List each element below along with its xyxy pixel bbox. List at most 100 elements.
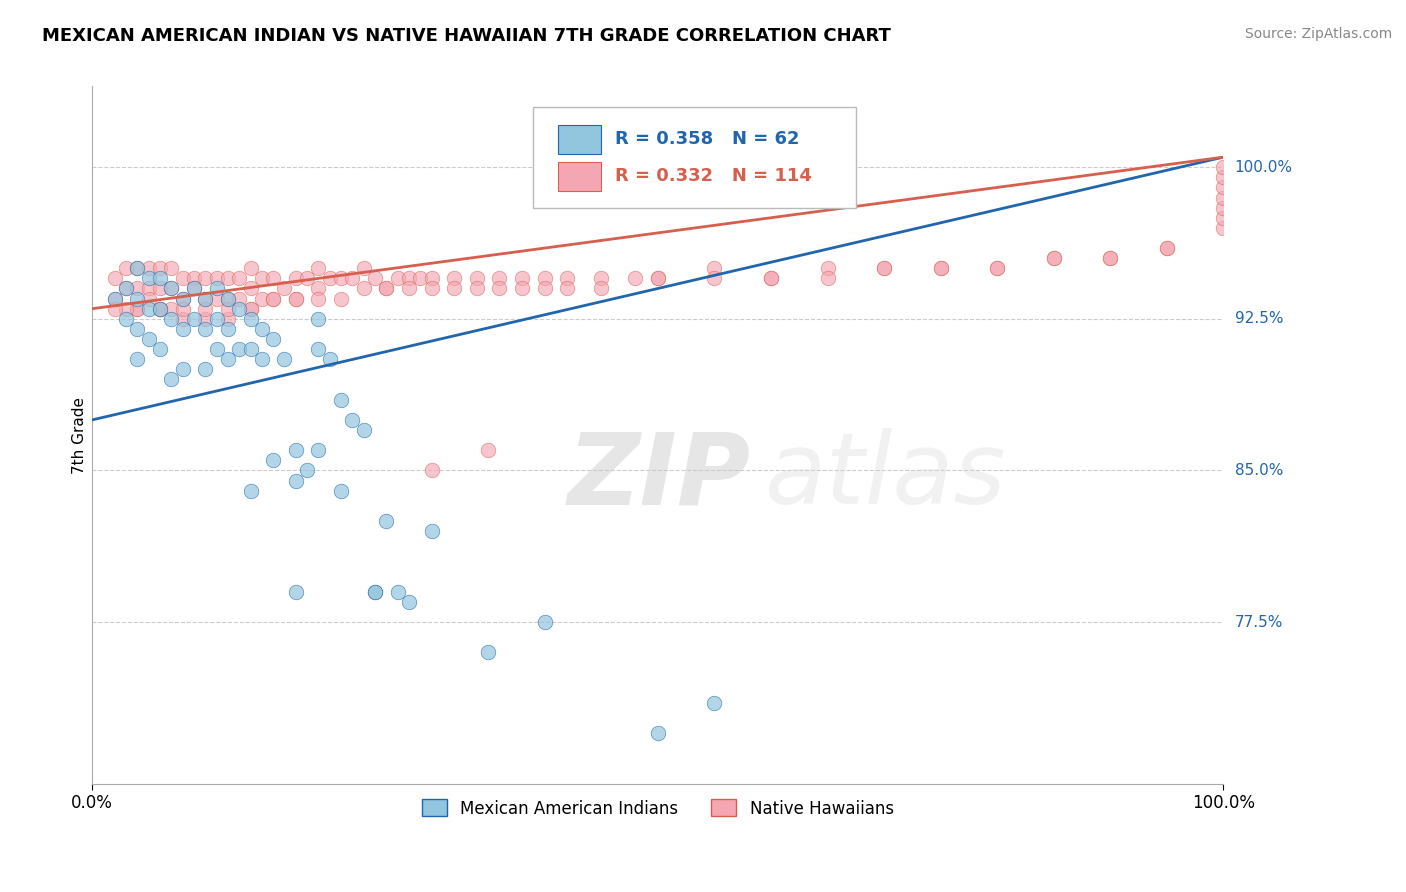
FancyBboxPatch shape	[533, 107, 856, 209]
Point	[284, 292, 307, 306]
Point	[873, 261, 896, 276]
Point	[160, 301, 183, 316]
Point	[115, 311, 138, 326]
Point	[929, 261, 952, 276]
Point	[307, 292, 329, 306]
Point	[262, 292, 284, 306]
Text: 92.5%: 92.5%	[1234, 311, 1284, 326]
Point	[149, 301, 172, 316]
Point	[1212, 211, 1234, 225]
Point	[127, 301, 149, 316]
Point	[194, 292, 217, 306]
Point	[1212, 180, 1234, 194]
Point	[342, 413, 364, 427]
Point	[239, 301, 262, 316]
Point	[398, 281, 420, 295]
Point	[1212, 220, 1234, 235]
Point	[172, 271, 194, 285]
Point	[172, 311, 194, 326]
Point	[205, 342, 228, 356]
Point	[330, 392, 353, 407]
Point	[759, 271, 782, 285]
Point	[555, 281, 578, 295]
Point	[160, 372, 183, 386]
Point	[591, 271, 613, 285]
Point	[239, 311, 262, 326]
Point	[262, 271, 284, 285]
Point	[239, 483, 262, 498]
Point	[319, 352, 342, 367]
Point	[817, 271, 839, 285]
Point	[183, 281, 205, 295]
Point	[104, 292, 127, 306]
Point	[194, 301, 217, 316]
Point	[488, 271, 510, 285]
Point	[488, 281, 510, 295]
Point	[307, 281, 329, 295]
Point	[1042, 251, 1064, 265]
Point	[194, 292, 217, 306]
Point	[115, 301, 138, 316]
Point	[307, 443, 329, 458]
Point	[1099, 251, 1122, 265]
Point	[205, 292, 228, 306]
Point	[262, 332, 284, 346]
Point	[183, 281, 205, 295]
Point	[149, 281, 172, 295]
Point	[217, 352, 239, 367]
Point	[104, 271, 127, 285]
Point	[127, 292, 149, 306]
Point	[759, 271, 782, 285]
Bar	[558, 161, 602, 191]
Point	[127, 322, 149, 336]
Point	[533, 615, 555, 629]
Point	[183, 271, 205, 285]
Point	[353, 281, 375, 295]
Point	[647, 726, 669, 740]
Point	[477, 443, 499, 458]
Point	[205, 311, 228, 326]
Point	[1212, 170, 1234, 185]
Point	[330, 292, 353, 306]
Point	[703, 696, 725, 710]
Point	[284, 584, 307, 599]
Point	[624, 271, 647, 285]
Point	[307, 261, 329, 276]
Point	[510, 281, 533, 295]
Point	[1212, 201, 1234, 215]
Point	[205, 281, 228, 295]
Point	[160, 261, 183, 276]
Point	[149, 261, 172, 276]
Point	[250, 322, 273, 336]
Point	[217, 271, 239, 285]
Point	[319, 271, 342, 285]
Bar	[558, 125, 602, 154]
Point	[284, 271, 307, 285]
Point	[284, 443, 307, 458]
Point	[929, 261, 952, 276]
Point	[239, 301, 262, 316]
Point	[138, 281, 160, 295]
Point	[273, 281, 295, 295]
Point	[250, 292, 273, 306]
Point	[409, 271, 432, 285]
Point	[239, 261, 262, 276]
Point	[250, 271, 273, 285]
Point	[115, 281, 138, 295]
Point	[160, 281, 183, 295]
Point	[183, 311, 205, 326]
Point	[228, 342, 250, 356]
Text: R = 0.332   N = 114: R = 0.332 N = 114	[614, 167, 811, 185]
Point	[647, 271, 669, 285]
Point	[172, 292, 194, 306]
Point	[149, 301, 172, 316]
Text: ZIP: ZIP	[567, 428, 751, 525]
Point	[330, 271, 353, 285]
Point	[398, 595, 420, 609]
Point	[307, 311, 329, 326]
Point	[228, 301, 250, 316]
Point	[172, 301, 194, 316]
Point	[127, 261, 149, 276]
Point	[703, 271, 725, 285]
Point	[353, 423, 375, 437]
